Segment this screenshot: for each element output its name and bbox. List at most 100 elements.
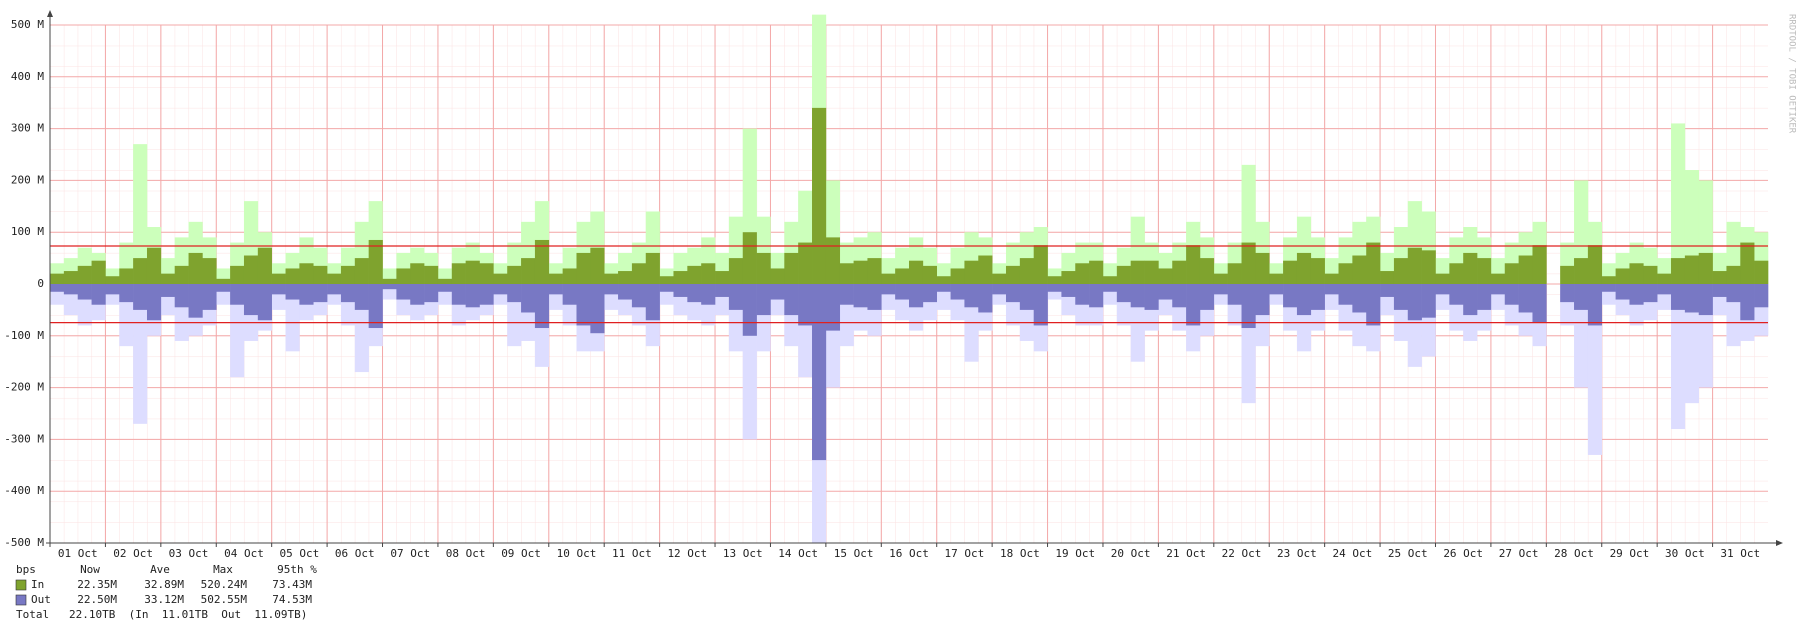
area-step (715, 284, 730, 297)
area-step (1671, 123, 1686, 284)
area-step (770, 268, 785, 284)
area-step (230, 265, 245, 284)
area-step (742, 284, 757, 336)
area-step (715, 271, 730, 284)
area-step (1740, 284, 1755, 321)
area-step (133, 284, 148, 424)
area-step (1366, 284, 1381, 326)
legend-header: 95th % (277, 563, 317, 576)
area-step (313, 284, 328, 303)
area-step (756, 252, 771, 284)
area-step (1490, 284, 1506, 295)
area-step (1089, 260, 1104, 284)
area-step (1504, 284, 1519, 305)
area-step (687, 284, 702, 303)
area-step (1255, 252, 1270, 284)
area-step (327, 273, 342, 284)
area-step (1227, 263, 1242, 284)
x-tick-label: 31 Oct (1720, 547, 1760, 560)
y-tick-label: 200 M (11, 173, 44, 186)
area-step (160, 273, 175, 284)
area-step (1601, 284, 1616, 292)
y-tick-label: -300 M (4, 432, 44, 445)
area-step (645, 252, 660, 284)
area-step (1283, 260, 1298, 284)
area-step (742, 232, 757, 284)
area-step (798, 284, 813, 326)
area-step (604, 273, 619, 284)
y-tick-label: 500 M (11, 18, 44, 31)
area-step (479, 284, 494, 305)
area-step (881, 273, 896, 284)
y-tick-label: -100 M (4, 329, 44, 342)
legend-swatch (15, 594, 27, 606)
area-step (424, 284, 439, 303)
area-step (299, 284, 314, 305)
area-step (964, 284, 979, 308)
area-step (825, 237, 841, 284)
area-step (243, 255, 259, 284)
area-step (534, 284, 550, 329)
area-step (1213, 284, 1228, 295)
area-step (1227, 284, 1242, 305)
area-step (1477, 284, 1492, 310)
area-step (285, 284, 300, 352)
area-step (562, 284, 577, 305)
area-step (1712, 271, 1727, 284)
area-step (839, 263, 854, 284)
area-step (1380, 284, 1395, 297)
area-step (1352, 284, 1367, 313)
area-step (548, 284, 563, 295)
area-step (1671, 258, 1686, 284)
area-step (465, 284, 480, 308)
area-step (1684, 284, 1700, 404)
area-step (992, 273, 1007, 284)
area-step (631, 284, 647, 308)
area-step (410, 284, 425, 305)
area-step (1532, 284, 1547, 323)
area-step (216, 278, 231, 284)
area-step (1033, 245, 1048, 284)
y-tick-label: 400 M (11, 70, 44, 83)
legend-header: Max (213, 563, 233, 576)
y-tick-label: -400 M (4, 484, 44, 497)
x-tick-label: 05 Oct (280, 547, 320, 560)
area-step (1172, 260, 1187, 284)
area-step (257, 284, 272, 321)
area-step (1213, 273, 1228, 284)
area-step (146, 247, 162, 284)
area-step (798, 242, 813, 284)
area-step (895, 284, 910, 300)
area-step (479, 263, 494, 284)
x-tick-label: 22 Oct (1222, 547, 1262, 560)
area-step (978, 255, 993, 284)
area-step (1047, 276, 1062, 284)
area-step (1657, 273, 1672, 284)
area-step (950, 284, 965, 300)
area-step (465, 260, 480, 284)
area-step (701, 263, 716, 284)
x-tick-label: 09 Oct (501, 547, 541, 560)
area-step (1075, 284, 1090, 305)
area-step (1005, 265, 1021, 284)
area-step (1421, 284, 1436, 318)
legend-value: 32.89M (144, 578, 184, 591)
area-step (437, 278, 453, 284)
area-step (133, 284, 148, 310)
area-step (1712, 284, 1727, 297)
x-tick-label: 10 Oct (557, 547, 597, 560)
area-step (202, 258, 217, 284)
area-step (396, 268, 411, 284)
area-step (1740, 242, 1755, 284)
legend-value: 74.53M (272, 593, 312, 606)
area-step (673, 271, 688, 284)
area-step (1504, 263, 1519, 284)
area-step (618, 284, 633, 300)
area-step (1158, 284, 1173, 300)
area-step (313, 265, 328, 284)
x-tick-label: 26 Oct (1443, 547, 1483, 560)
area-step (1615, 268, 1630, 284)
area-step (1144, 284, 1159, 310)
area-step (1587, 284, 1603, 455)
area-step (77, 265, 92, 284)
